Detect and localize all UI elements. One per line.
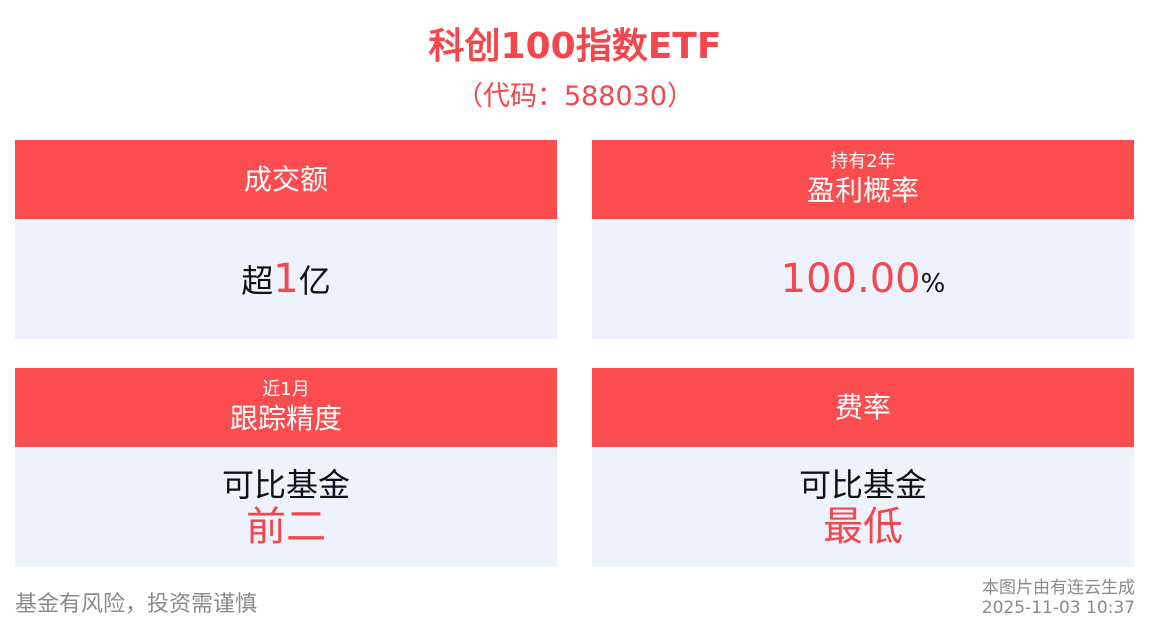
card-body: 100.00 %: [592, 219, 1134, 339]
card-header: 费率: [592, 368, 1134, 447]
card-pretitle: 近1月: [262, 378, 310, 400]
body-text: 可比基金: [221, 466, 350, 504]
highlight: 前二: [246, 504, 326, 550]
body-text: 超: [241, 262, 274, 300]
card-title: 跟踪精度: [229, 401, 342, 435]
card-title: 盈利概率: [806, 173, 919, 207]
highlight: 1: [273, 256, 299, 302]
disclaimer: 基金有风险，投资需谨慎: [15, 592, 258, 617]
card: 持有2年 盈利概率 100.00 %: [592, 140, 1134, 339]
highlight: 100.00: [780, 256, 921, 302]
card-body: 可比基金 前二: [15, 447, 557, 567]
card: 成交额 超 1 亿: [15, 140, 557, 339]
unit: %: [920, 269, 946, 299]
card: 费率 可比基金 最低: [592, 368, 1134, 567]
card-header: 持有2年 盈利概率: [592, 140, 1134, 219]
body-text: 亿: [298, 262, 331, 300]
card-header: 近1月 跟踪精度: [15, 368, 557, 447]
highlight: 最低: [823, 504, 903, 550]
card: 近1月 跟踪精度 可比基金 前二: [15, 368, 557, 567]
card-header: 成交额: [15, 140, 557, 219]
timestamp: 2025-11-03 10:37: [981, 598, 1135, 618]
card-title: 费率: [834, 390, 891, 424]
footer-meta: 本图片由有连云生成 2025-11-03 10:37: [982, 578, 1135, 618]
card-body: 可比基金 最低: [592, 447, 1134, 567]
subtitle: （代码：588030）: [455, 81, 695, 112]
card-body: 超 1 亿: [15, 219, 557, 339]
body-text: 可比基金: [798, 466, 927, 504]
title: 科创100指数ETF: [428, 26, 722, 67]
source: 本图片由有连云生成: [982, 578, 1135, 598]
card-title: 成交额: [243, 162, 328, 196]
card-pretitle: 持有2年: [830, 150, 896, 172]
